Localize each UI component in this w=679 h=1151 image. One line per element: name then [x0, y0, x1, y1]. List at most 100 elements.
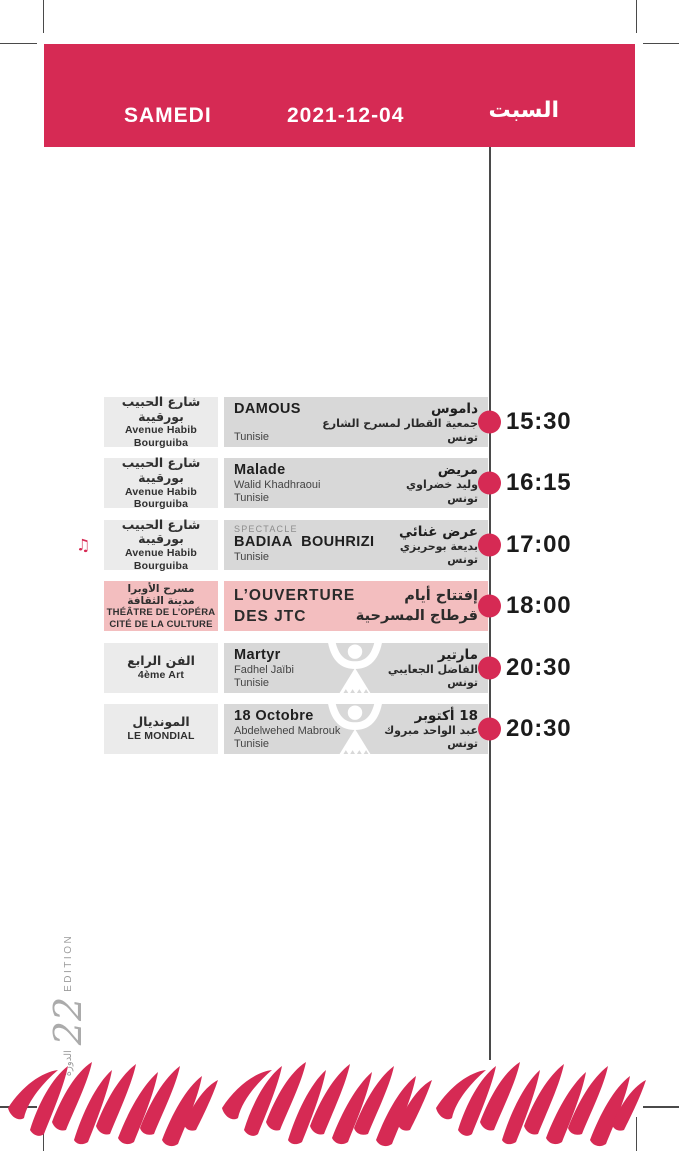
venue-box: شارع الحبيب بورقيبة Avenue Habib Bourguib… [104, 516, 218, 572]
event-title-ar: قرطاج المسرحية [355, 608, 478, 625]
event-arabic: عرض غنائي بديعة بوحريزي تونس [398, 523, 478, 567]
jtc-logo-watermark [328, 703, 382, 754]
cropmark-bottom-right-v [635, 1117, 637, 1151]
event-author-ar: وليد خضراوي [406, 478, 478, 492]
event-country-fr: Tunisie [234, 550, 270, 563]
event-row: مسرح الأوبرا مدينة الثقافة THÉÂTRE DE L’OP… [0, 581, 679, 632]
venue-name-fr: 4ème Art [137, 668, 185, 681]
event-country-fr: Tunisie [234, 492, 270, 505]
day-name-ar: السبت [488, 98, 559, 123]
event-time: 18:00 [506, 592, 572, 620]
event-country-ar: تونس [447, 553, 478, 567]
event-box: 18 Octobre Abdelwehed Mabrouk Tunisie 18 أ… [224, 703, 488, 754]
event-overline: SPECTACLE [234, 523, 298, 534]
event-row: شارع الحبيب بورقيبة Avenue Habib Bourguib… [0, 455, 679, 511]
event-title-fr: 18 Octobre [234, 707, 314, 724]
timeline-dot [478, 656, 501, 680]
event-time: 17:00 [506, 530, 572, 558]
venue-box: المونديال LE MONDIAL [104, 703, 218, 754]
event-arabic: إفتتاح أيام قرطاج المسرحية [356, 585, 478, 627]
venue-name-fr: THÉÂTRE DE L’OPÉRA [106, 607, 216, 619]
event-row: الفن الرابع 4ème Art Martyr Fadhel Jaïbi Tu… [0, 642, 679, 693]
event-author-ar: الفاضل الجعايبي [387, 662, 478, 676]
event-latin: 18 Octobre Abdelwehed Mabrouk Tunisie [234, 708, 340, 750]
venue-name-ar: المونديال [132, 714, 190, 730]
event-country-ar: تونس [447, 737, 478, 751]
venue-box: مسرح الأوبرا مدينة الثقافة THÉÂTRE DE L’OP… [104, 581, 218, 632]
event-title-fr: Malade [234, 462, 286, 479]
venue-name-fr: CITÉ DE LA CULTURE [109, 618, 213, 630]
event-box: SPECTACLE BADIAA BOUHRIZI Tunisie عرض غنائ… [224, 519, 488, 570]
schedule-rows: شارع الحبيب بورقيبة Avenue Habib Bourguib… [0, 393, 679, 765]
timeline-dot [478, 594, 501, 618]
calligraphy-band [8, 1062, 646, 1147]
venue-name-fr: Avenue Habib Bourguiba [124, 424, 198, 449]
event-title-ar: عرض غنائي [398, 523, 478, 540]
event-title-fr: BADIAA BOUHRIZI [234, 533, 375, 550]
venue-box: الفن الرابع 4ème Art [104, 642, 218, 693]
event-row: شارع الحبيب بورقيبة Avenue Habib Bourguib… [0, 393, 679, 449]
spacer [234, 418, 301, 431]
event-latin: SPECTACLE BADIAA BOUHRIZI Tunisie [234, 524, 374, 566]
cropmark-top-right-v [635, 0, 637, 33]
event-author-fr: Fadhel Jaïbi [234, 663, 294, 676]
event-time: 20:30 [506, 653, 572, 681]
event-title-fr: Martyr [234, 646, 281, 663]
day-header-banner: SAMEDI 2021-12-04 السبت [44, 44, 635, 147]
edition-mark: الدورة 22 EDITION [46, 934, 90, 1076]
venue-name-ar: شارع الحبيب بورقيبة [121, 455, 201, 486]
event-author-fr: Abdelwehed Mabrouk [234, 724, 341, 737]
venue-name-ar: مدينة الثقافة [127, 594, 195, 607]
event-row: ♫ شارع الحبيب بورقيبة Avenue Habib Bourgu… [0, 516, 679, 572]
edition-number: 22 [46, 996, 90, 1046]
event-time: 15:30 [506, 408, 572, 435]
venue-name-ar: الفن الرابع [127, 653, 195, 668]
venue-name-fr: Avenue Habib Bourguiba [124, 485, 198, 511]
timeline-dot [478, 533, 501, 557]
venue-name-ar: شارع الحبيب بورقيبة [121, 393, 201, 424]
event-arabic: مارتير الفاضل الجعايبي تونس [387, 646, 478, 690]
venue-name-ar: مسرح الأوبرا [127, 582, 195, 595]
event-title-ar: داموس [430, 401, 478, 417]
cropmark-bottom-right-h [643, 1106, 679, 1108]
cropmark-top-left-h [0, 42, 37, 44]
event-country-fr: Tunisie [234, 431, 270, 443]
event-box: DAMOUS Tunisie داموس جمعية القطار لمسرح ا… [224, 397, 488, 447]
event-author-ar: بديعة بوحريزي [399, 539, 478, 553]
venue-name-ar: شارع الحبيب بورقيبة [121, 516, 201, 547]
event-title-fr: L’OUVERTURE [234, 587, 356, 605]
event-title-fr: DES JTC [234, 608, 307, 626]
event-box: Malade Walid Khadhraoui Tunisie مريض وليد خ… [224, 458, 488, 509]
event-time: 16:15 [506, 469, 572, 497]
timeline-dot [478, 717, 501, 741]
event-title-ar: مريض [437, 462, 478, 479]
event-title-ar: مارتير [437, 646, 478, 663]
cropmark-top-right-h [643, 42, 679, 44]
event-time: 20:30 [506, 714, 572, 742]
day-name-fr: SAMEDI [124, 104, 212, 127]
event-arabic: مريض وليد خضراوي تونس [406, 462, 478, 505]
event-arabic: داموس جمعية القطار لمسرح الشارع تونس [322, 401, 478, 444]
cropmark-top-left-v [42, 0, 44, 33]
event-row: المونديال LE MONDIAL 18 Octobre Abdelwehed… [0, 703, 679, 754]
music-note-icon: ♫ [76, 535, 91, 555]
event-box: Martyr Fadhel Jaïbi Tunisie مارتير الفاضل ا… [224, 642, 488, 693]
jtc-logo-watermark [328, 642, 382, 693]
timeline-dot [478, 410, 501, 434]
venue-name-fr: Avenue Habib Bourguiba [124, 547, 198, 572]
event-country-ar: تونس [447, 491, 478, 505]
event-country-ar: تونس [447, 430, 478, 444]
event-arabic: 18 أكتوبر عبد الواحد مبروك تونس [384, 707, 478, 751]
event-author-ar: عبد الواحد مبروك [384, 723, 478, 737]
venue-box: شارع الحبيب بورقيبة Avenue Habib Bourguib… [104, 393, 218, 449]
event-country-fr: Tunisie [234, 676, 270, 689]
event-author-fr: Walid Khadhraoui [234, 479, 321, 492]
event-title-ar: إفتتاح أيام [404, 588, 478, 605]
venue-box: شارع الحبيب بورقيبة Avenue Habib Bourguib… [104, 455, 218, 511]
edition-label-fr: EDITION [62, 933, 74, 992]
timeline-dot [478, 471, 501, 495]
event-title-ar: 18 أكتوبر [414, 707, 478, 724]
event-latin: Martyr Fadhel Jaïbi Tunisie [234, 647, 294, 689]
date-label: 2021-12-04 [287, 104, 405, 127]
